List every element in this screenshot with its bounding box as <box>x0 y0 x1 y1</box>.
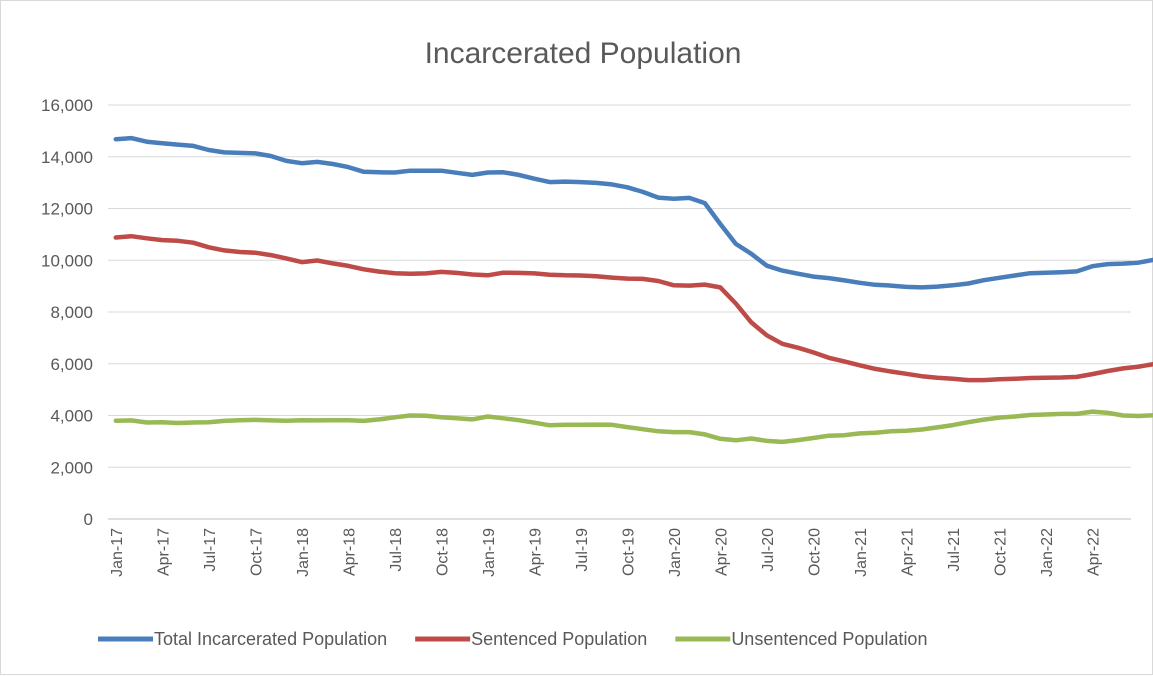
x-tick-label: Jan-22 <box>1039 528 1056 577</box>
x-tick-label: Oct-20 <box>806 528 823 576</box>
x-axis-ticks: Jan-17 Apr-17 Jul-17 Oct-17 Jan-18 Apr-18 Jul-… <box>109 528 1103 577</box>
y-tick-label: 12,000 <box>41 200 93 219</box>
x-tick-label: Apr-21 <box>899 528 916 576</box>
x-tick-label: Jan-21 <box>853 528 870 577</box>
x-tick-label: Jan-19 <box>481 528 498 577</box>
y-tick-label: 6,000 <box>50 355 93 374</box>
y-tick-label: 14,000 <box>41 148 93 167</box>
y-tick-label: 2,000 <box>50 458 93 477</box>
x-tick-label: Jan-17 <box>109 528 126 577</box>
x-tick-label: Oct-17 <box>248 528 265 576</box>
gridlines <box>108 104 1131 520</box>
x-tick-label: Apr-22 <box>1085 528 1102 576</box>
y-tick-label: 10,000 <box>41 251 93 270</box>
x-tick-label: Jul-20 <box>760 528 777 572</box>
x-tick-label: Apr-18 <box>341 528 358 576</box>
y-tick-label: 8,000 <box>50 303 93 322</box>
x-tick-label: Jan-20 <box>667 528 684 577</box>
series-line-sentenced-population <box>113 233 1153 383</box>
x-tick-label: Oct-19 <box>620 528 637 576</box>
y-tick-label: 0 <box>84 510 93 529</box>
chart-title: Incarcerated Population <box>425 37 742 70</box>
legend-label-sentenced-population: Sentenced Population <box>471 629 647 649</box>
x-tick-label: Jul-17 <box>202 528 219 572</box>
legend-label-unsentenced-population: Unsentenced Population <box>731 629 927 649</box>
y-tick-label: 16,000 <box>41 96 93 115</box>
series-lines <box>113 135 1153 445</box>
x-tick-label: Apr-19 <box>527 528 544 576</box>
x-tick-label: Jul-21 <box>946 528 963 572</box>
x-tick-label: Apr-17 <box>155 528 172 576</box>
x-tick-label: Jul-19 <box>574 528 591 572</box>
x-tick-label: Oct-21 <box>992 528 1009 576</box>
x-tick-label: Jul-18 <box>388 528 405 572</box>
series-line-total-incarcerated-population <box>113 135 1153 290</box>
legend: Total Incarcerated Population Sentenced P… <box>98 629 927 649</box>
x-tick-label: Jan-18 <box>295 528 312 577</box>
x-tick-label: Oct-18 <box>434 528 451 576</box>
y-tick-label: 4,000 <box>50 407 93 426</box>
y-axis-ticks: 0 2,000 4,000 6,000 8,000 10,000 12,000 14,000 1… <box>41 96 93 529</box>
series-line-unsentenced-population <box>113 409 1153 445</box>
x-tick-label: Apr-20 <box>713 528 730 576</box>
legend-label-total-incarcerated-population: Total Incarcerated Population <box>154 629 387 649</box>
